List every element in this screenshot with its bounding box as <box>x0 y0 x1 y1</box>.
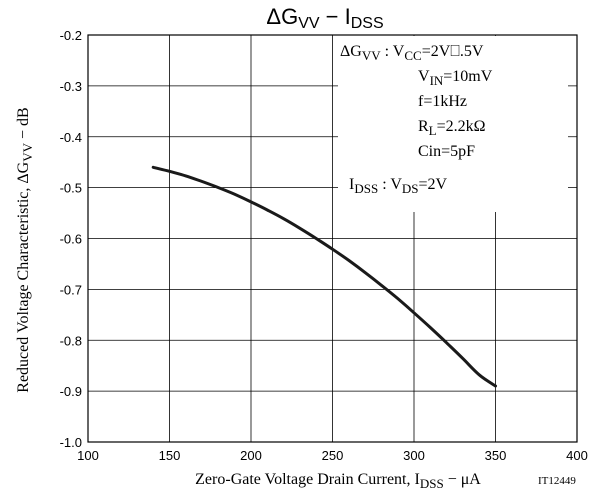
grid <box>88 35 577 442</box>
annotation-conditions: ΔGVV : VCC=2V⎕.5V <box>340 43 484 63</box>
x-tick-label: 400 <box>566 448 588 463</box>
annotation-rl: RL=2.2kΩ <box>418 118 486 138</box>
y-tick-label: -0.7 <box>60 282 82 297</box>
annotation-idss: IDSS : VDS=2V <box>349 176 448 196</box>
x-tick-label: 250 <box>322 448 344 463</box>
series-curve <box>151 165 497 388</box>
y-tick-label: -0.2 <box>60 28 82 43</box>
y-tick-label: -0.8 <box>60 333 82 348</box>
y-tick-label: -0.3 <box>60 79 82 94</box>
x-tick-labels: 100 150 200 250 300 350 400 <box>77 448 588 463</box>
annotation-cin: Cin=5pF <box>418 143 475 160</box>
y-axis-label: Reduced Voltage Characteristic, ΔGVV − d… <box>15 107 35 392</box>
annotation-frequency: f=1kHz <box>418 93 467 110</box>
plot-frame <box>87 34 578 443</box>
x-axis-label: Zero-Gate Voltage Drain Current, IDSS − … <box>195 471 481 491</box>
y-tick-labels: -0.2 -0.3 -0.4 -0.5 -0.6 -0.7 -0.8 -0.9 -1.0 <box>60 28 82 450</box>
x-tick-label: 150 <box>159 448 181 463</box>
y-tick-label: -0.4 <box>60 130 82 145</box>
x-tick-label: 300 <box>403 448 425 463</box>
annotation-box <box>338 36 568 212</box>
x-tick-label: 100 <box>77 448 99 463</box>
annotation-vin: VIN=10mV <box>418 68 493 88</box>
y-tick-label: -0.9 <box>60 384 82 399</box>
figure-code: IT12449 <box>538 475 576 487</box>
y-tick-label: -1.0 <box>60 435 82 450</box>
chart-title: ΔGVV − IDSS <box>266 4 383 32</box>
y-tick-label: -0.5 <box>60 181 82 196</box>
x-tick-label: 350 <box>485 448 507 463</box>
y-tick-label: -0.6 <box>60 232 82 247</box>
annotations: ΔGVV : VCC=2V⎕.5V VIN=10mV f=1kHz RL=2.2… <box>340 43 493 196</box>
x-tick-label: 200 <box>240 448 262 463</box>
